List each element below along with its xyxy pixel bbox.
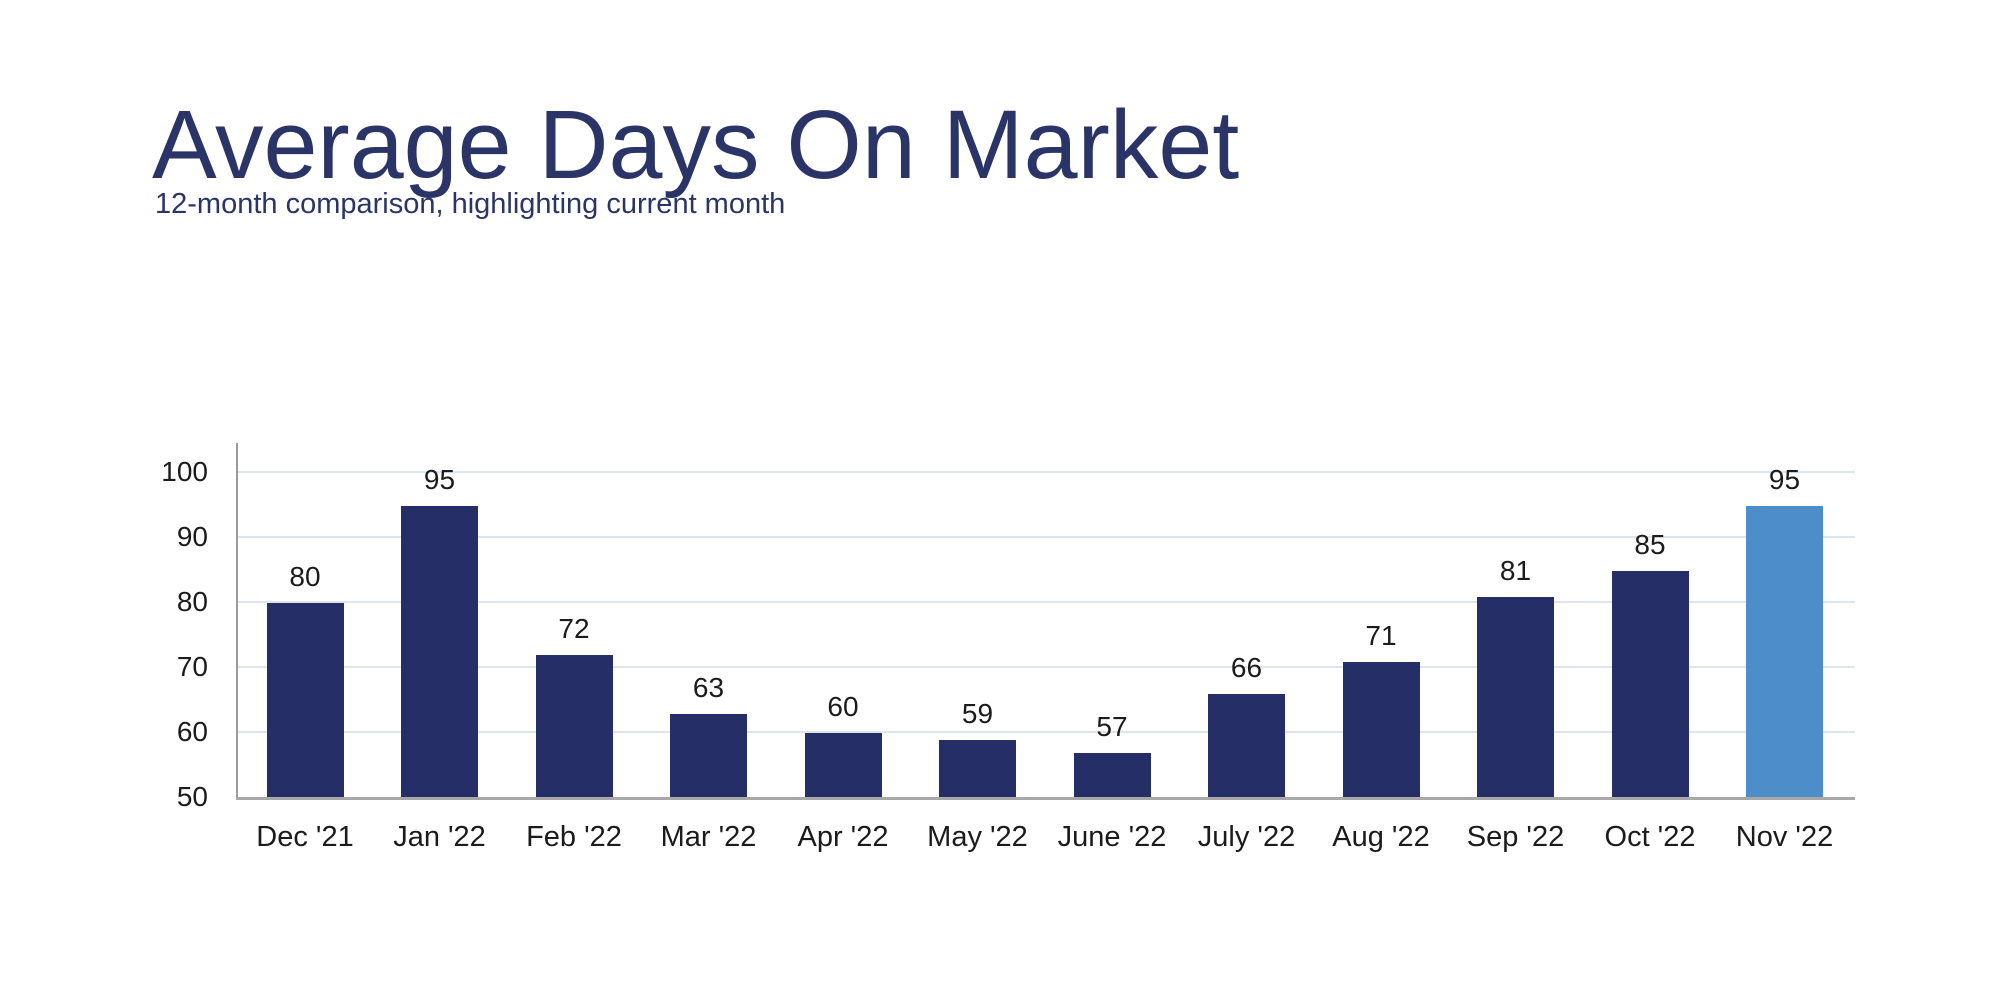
x-axis-label: Apr '22 [797, 821, 889, 853]
gridline-60 [238, 731, 1855, 733]
bar-value-label: 72 [558, 613, 590, 644]
x-axis-label: May '22 [927, 821, 1028, 853]
bar-oct22 [1611, 570, 1689, 798]
bar-value-label: 81 [1499, 554, 1532, 586]
gridline-90 [238, 536, 1855, 538]
bar-may22 [939, 739, 1016, 798]
bar-value-label: 57 [1096, 710, 1128, 742]
y-tick-label-70: 70 [176, 651, 208, 682]
x-axis-label: Dec '21 [256, 821, 354, 853]
y-tick-label-80: 80 [176, 586, 208, 617]
x-axis-line [236, 797, 1855, 800]
bar-value-label: 95 [1768, 463, 1801, 495]
y-tick-label-60: 60 [176, 716, 208, 747]
chart-title: Average Days On Market [152, 90, 1240, 199]
x-axis-label: Feb '22 [526, 821, 622, 853]
bar-value-label: 85 [1634, 528, 1666, 560]
y-tick-label-90: 90 [176, 521, 208, 552]
bar-chart: 50 60 70 80 90 100 Dec '21 Jan '22 Feb '22 Mar '… [161, 443, 1855, 853]
chart-subtitle: 12-month comparison, highlighting curren… [155, 188, 786, 220]
x-axis-label: Oct '22 [1604, 821, 1696, 853]
bar-value-label: 71 [1365, 619, 1397, 651]
bar-value-label: 80 [289, 561, 321, 592]
x-axis-label: Sep '22 [1466, 821, 1565, 853]
bar-aug22 [1342, 661, 1420, 798]
bar-sep22 [1477, 596, 1554, 798]
x-axis-label: July '22 [1197, 821, 1296, 853]
bar-value-label: 66 [1230, 652, 1263, 683]
x-axis-label: June '22 [1057, 821, 1167, 853]
gridline-100 [238, 471, 1855, 473]
bar-june22 [1073, 752, 1151, 798]
bar-value-label: 60 [827, 691, 859, 722]
y-tick-label-100: 100 [161, 456, 208, 487]
bar-feb22 [535, 655, 613, 798]
x-axis-label: Mar '22 [660, 821, 757, 853]
x-axis-label: Aug '22 [1332, 821, 1430, 853]
bar-mar22 [670, 713, 747, 798]
bar-value-label: 95 [423, 463, 456, 495]
bar-july22 [1208, 694, 1285, 798]
y-tick-label-50: 50 [176, 781, 208, 812]
gridline-70 [238, 666, 1855, 668]
x-axis-label: Jan '22 [393, 821, 486, 853]
y-axis-line [236, 443, 238, 798]
bar-value-label: 63 [692, 671, 725, 703]
bar-jan22 [401, 505, 478, 798]
gridline-80 [238, 601, 1855, 603]
bar-apr22 [804, 733, 882, 798]
bar-value-label: 59 [961, 697, 994, 729]
x-axis-label: Nov '22 [1735, 821, 1834, 853]
bar-highlighted-nov22 [1746, 505, 1823, 798]
bar-dec21 [266, 603, 344, 798]
